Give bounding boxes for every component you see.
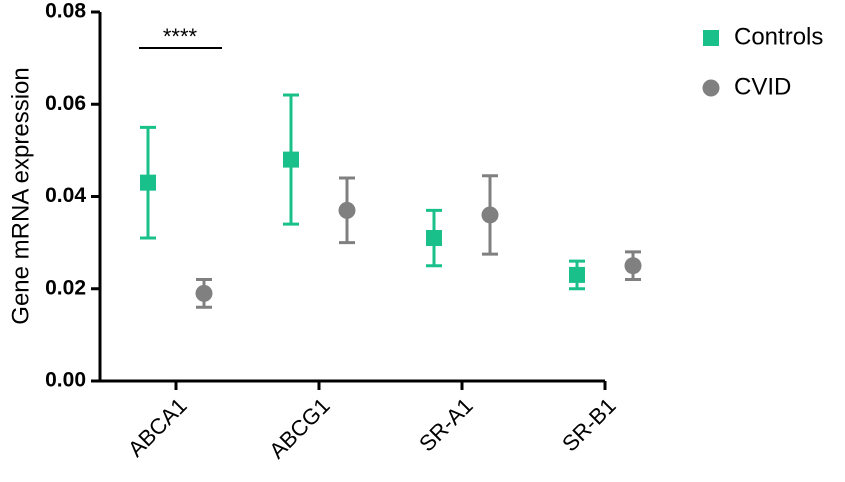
y-tick-label: 0.04 — [45, 184, 86, 207]
legend-label: CVID — [734, 73, 791, 100]
point — [283, 151, 299, 168]
y-axis-label: Gene mRNA expression — [7, 67, 34, 324]
y-tick-label: 0.08 — [45, 0, 86, 23]
legend-label: Controls — [734, 23, 823, 50]
legend-marker — [702, 79, 720, 97]
point — [426, 230, 442, 247]
x-tick-label: SR-A1 — [414, 393, 477, 456]
point — [569, 266, 585, 283]
y-tick-label: 0.06 — [45, 92, 86, 115]
point — [195, 284, 213, 302]
point — [624, 257, 642, 275]
point — [140, 174, 156, 191]
x-tick-label: ABCG1 — [264, 393, 334, 463]
significance-label: **** — [163, 24, 198, 49]
x-tick-label: ABCA1 — [123, 393, 192, 462]
legend-marker — [703, 30, 719, 46]
point — [338, 201, 356, 219]
y-tick-label: 0.02 — [45, 276, 86, 299]
x-tick-label: SR-B1 — [557, 393, 620, 456]
point — [481, 206, 499, 224]
y-tick-label: 0.00 — [45, 369, 86, 392]
